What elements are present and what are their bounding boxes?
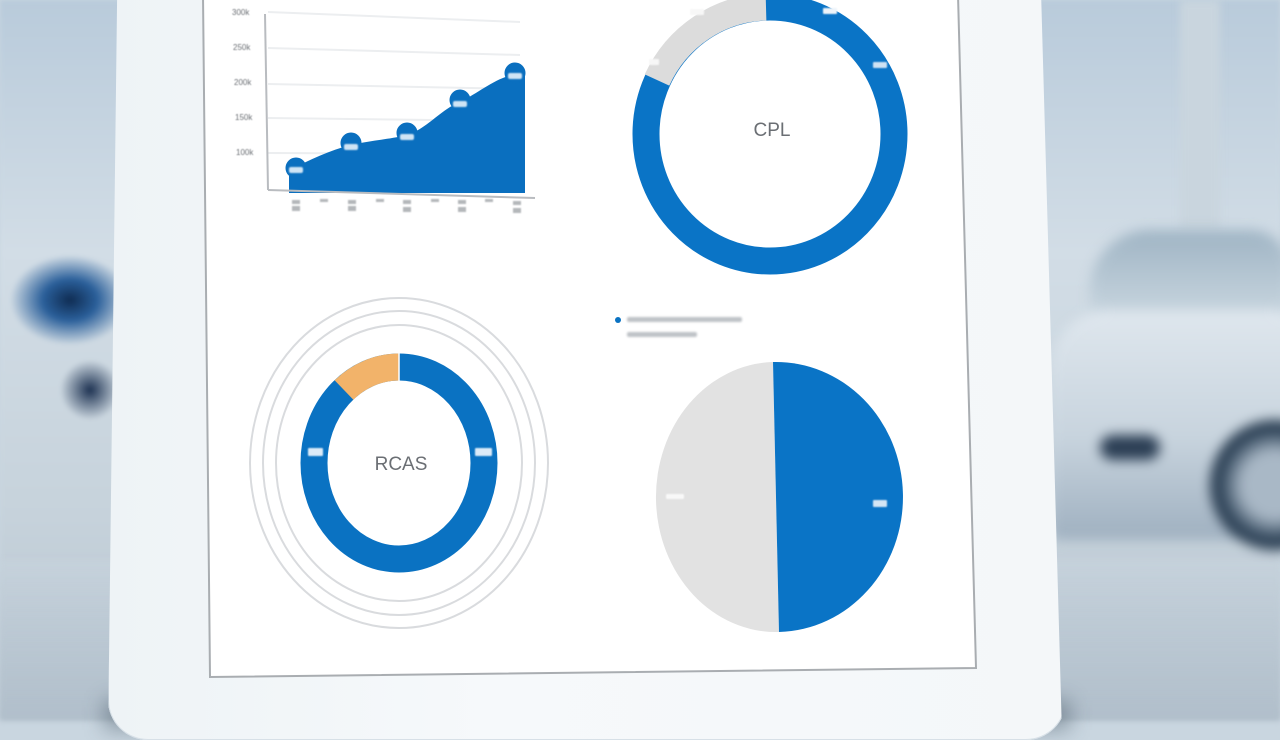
background-car <box>1050 210 1280 570</box>
tablet-device <box>108 0 1063 740</box>
background-pillar <box>1180 0 1220 230</box>
car-light <box>1100 435 1160 460</box>
car-window <box>1090 230 1280 310</box>
